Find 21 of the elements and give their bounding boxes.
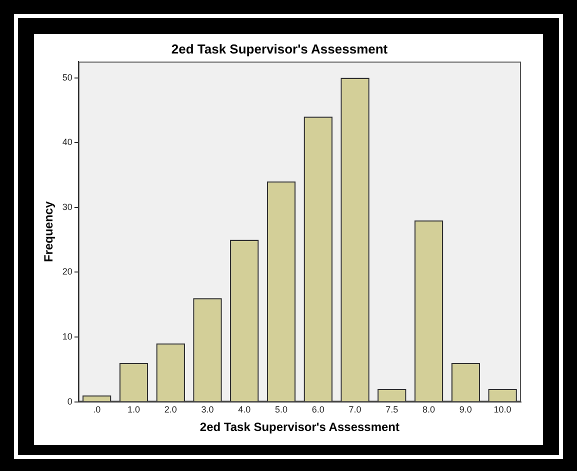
x-axis-title: 2ed Task Supervisor's Assessment xyxy=(200,420,400,434)
y-tick-label: 50 xyxy=(62,72,72,82)
y-axis-title: Frequency xyxy=(42,201,56,262)
x-tick-label: 9.0 xyxy=(459,404,472,415)
x-tick-label: .0 xyxy=(93,404,101,415)
y-tick-label: 0 xyxy=(67,396,72,406)
y-tick-label: 20 xyxy=(62,266,72,277)
y-tick-label: 10 xyxy=(62,331,72,342)
y-tick-label: 30 xyxy=(62,202,72,212)
x-tick-label: 7.0 xyxy=(348,404,362,415)
x-tick-label: 3.0 xyxy=(201,404,214,415)
chart-title: 2ed Task Supervisor's Assessment xyxy=(171,41,388,56)
x-tick-label: 4.0 xyxy=(238,404,251,415)
x-tick-label: 10.0 xyxy=(494,404,512,415)
x-tick-label: 8.0 xyxy=(422,404,436,415)
x-tick-label: 2.0 xyxy=(164,404,177,415)
x-tick-label: 1.0 xyxy=(127,404,140,415)
x-tick-label: 6.0 xyxy=(312,404,324,415)
x-tick-label: 7.5 xyxy=(386,404,398,415)
x-tick-label: 5.0 xyxy=(275,404,288,415)
y-tick-label: 40 xyxy=(62,137,72,148)
